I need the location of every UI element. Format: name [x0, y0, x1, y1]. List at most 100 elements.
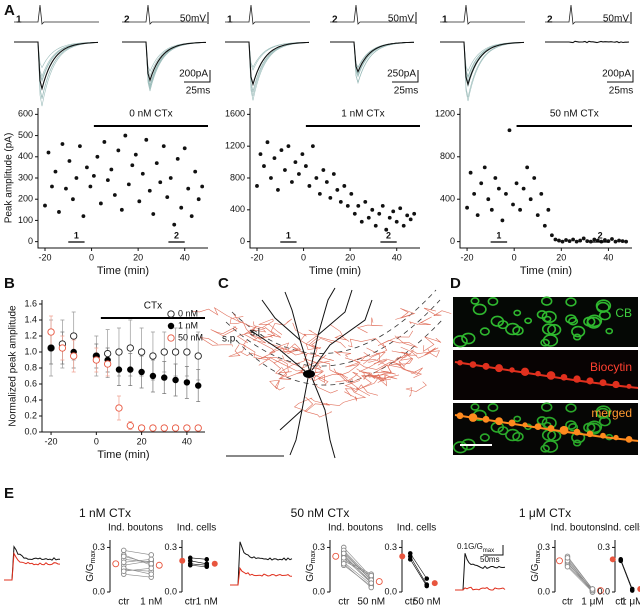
- data-point: [338, 199, 343, 204]
- data-point: [137, 424, 146, 432]
- data-point: [183, 379, 191, 386]
- cell-body: [505, 428, 521, 442]
- current-trace: [225, 41, 310, 87]
- data-point: [407, 557, 413, 562]
- data-point: [424, 583, 430, 589]
- voltage-trace: [225, 4, 310, 25]
- data-point: [183, 424, 191, 432]
- scale-label: 50mV: [603, 14, 629, 25]
- axon-branch: [267, 318, 292, 338]
- x-tick-label: 40: [392, 252, 402, 262]
- y-tick-label: 300: [18, 172, 33, 182]
- axon-branch: [361, 375, 387, 389]
- data-point: [518, 207, 522, 212]
- axon-branch: [269, 342, 305, 356]
- conductance-trace: [4, 545, 61, 581]
- data-point: [104, 349, 112, 358]
- data-point: [120, 547, 127, 554]
- bouton: [534, 423, 542, 431]
- data-point: [74, 176, 79, 180]
- data-point: [574, 239, 579, 244]
- data-point: [496, 186, 501, 191]
- x-tick-label: ctr: [405, 597, 417, 608]
- data-point: [297, 172, 301, 176]
- scale-label: 25ms: [186, 86, 210, 97]
- y-tick-label: 0.0: [92, 586, 105, 596]
- application-label: 50 nM CTx: [550, 109, 599, 120]
- y-tick-label: 0: [28, 236, 33, 246]
- x-tick-label: 50 nM: [357, 597, 385, 608]
- data-point: [597, 587, 604, 594]
- scale-label: 50ms: [480, 555, 500, 564]
- axis: [459, 108, 632, 249]
- data-point: [359, 219, 364, 224]
- pair-line: [123, 567, 152, 575]
- data-point: [168, 176, 173, 180]
- cell-body: [543, 315, 552, 323]
- cell-body: [497, 426, 509, 436]
- y-tick-label: 0.0: [537, 586, 550, 596]
- layer-line: [225, 299, 441, 367]
- data-point: [380, 203, 385, 208]
- data-point: [46, 150, 51, 155]
- cell-body: [541, 296, 553, 306]
- x-tick-label: -20: [45, 436, 58, 446]
- current-trace: [440, 41, 524, 72]
- legend-label: 50 nM: [178, 332, 203, 342]
- soma: [303, 370, 315, 378]
- data-point: [88, 184, 93, 189]
- data-point: [391, 209, 396, 214]
- cell-body: [479, 433, 490, 442]
- scale-bar: [184, 70, 211, 83]
- data-point: [130, 163, 135, 168]
- scale-bar: [607, 70, 634, 83]
- pair-line: [123, 560, 152, 566]
- axon-branch: [191, 307, 240, 323]
- data-point: [368, 572, 375, 579]
- data-point: [324, 180, 329, 184]
- legend-label: 1 nM: [178, 320, 198, 330]
- dendrite: [309, 287, 336, 373]
- cell-body: [542, 440, 559, 453]
- y-axis-label: G/Gmax: [305, 550, 317, 582]
- y-tick-label: 100: [18, 215, 33, 225]
- dendrite: [284, 291, 311, 373]
- panel-label: A: [4, 2, 15, 19]
- current-trace: [14, 41, 98, 90]
- y-tick-label: 0.4: [24, 394, 37, 404]
- pair-line: [343, 553, 372, 581]
- data-point: [405, 213, 410, 218]
- data-point: [98, 201, 103, 206]
- data-point: [279, 148, 284, 153]
- bouton: [599, 379, 607, 387]
- axon-branch: [239, 351, 289, 372]
- y-tick-label: 0.8: [24, 362, 37, 372]
- x-tick-label: 1 μM: [581, 597, 603, 608]
- data-point: [370, 207, 375, 212]
- data-point: [105, 178, 110, 183]
- axon-branch: [333, 368, 371, 396]
- layer-line: [231, 289, 437, 354]
- data-point: [85, 165, 89, 170]
- axon-branch: [408, 316, 432, 325]
- cell-body: [586, 422, 602, 435]
- trace-label: 2: [547, 15, 553, 26]
- data-point: [557, 238, 561, 243]
- axon-branch: [358, 354, 417, 373]
- axon-branch: [423, 307, 452, 316]
- bouton: [625, 435, 633, 443]
- x-tick-label: 0: [94, 436, 99, 446]
- data-point: [620, 239, 625, 244]
- axon-branch: [236, 325, 257, 344]
- axon-branch: [233, 313, 267, 333]
- data-point: [95, 154, 100, 159]
- trace-label: 1: [227, 15, 233, 26]
- data-point: [160, 348, 168, 356]
- current-trace: [14, 41, 99, 91]
- data-point: [272, 156, 277, 161]
- data-point: [262, 164, 266, 168]
- current-trace: [225, 41, 310, 92]
- scale-label: 250pA: [387, 69, 416, 80]
- voltage-trace: [545, 4, 630, 25]
- data-point: [58, 344, 67, 352]
